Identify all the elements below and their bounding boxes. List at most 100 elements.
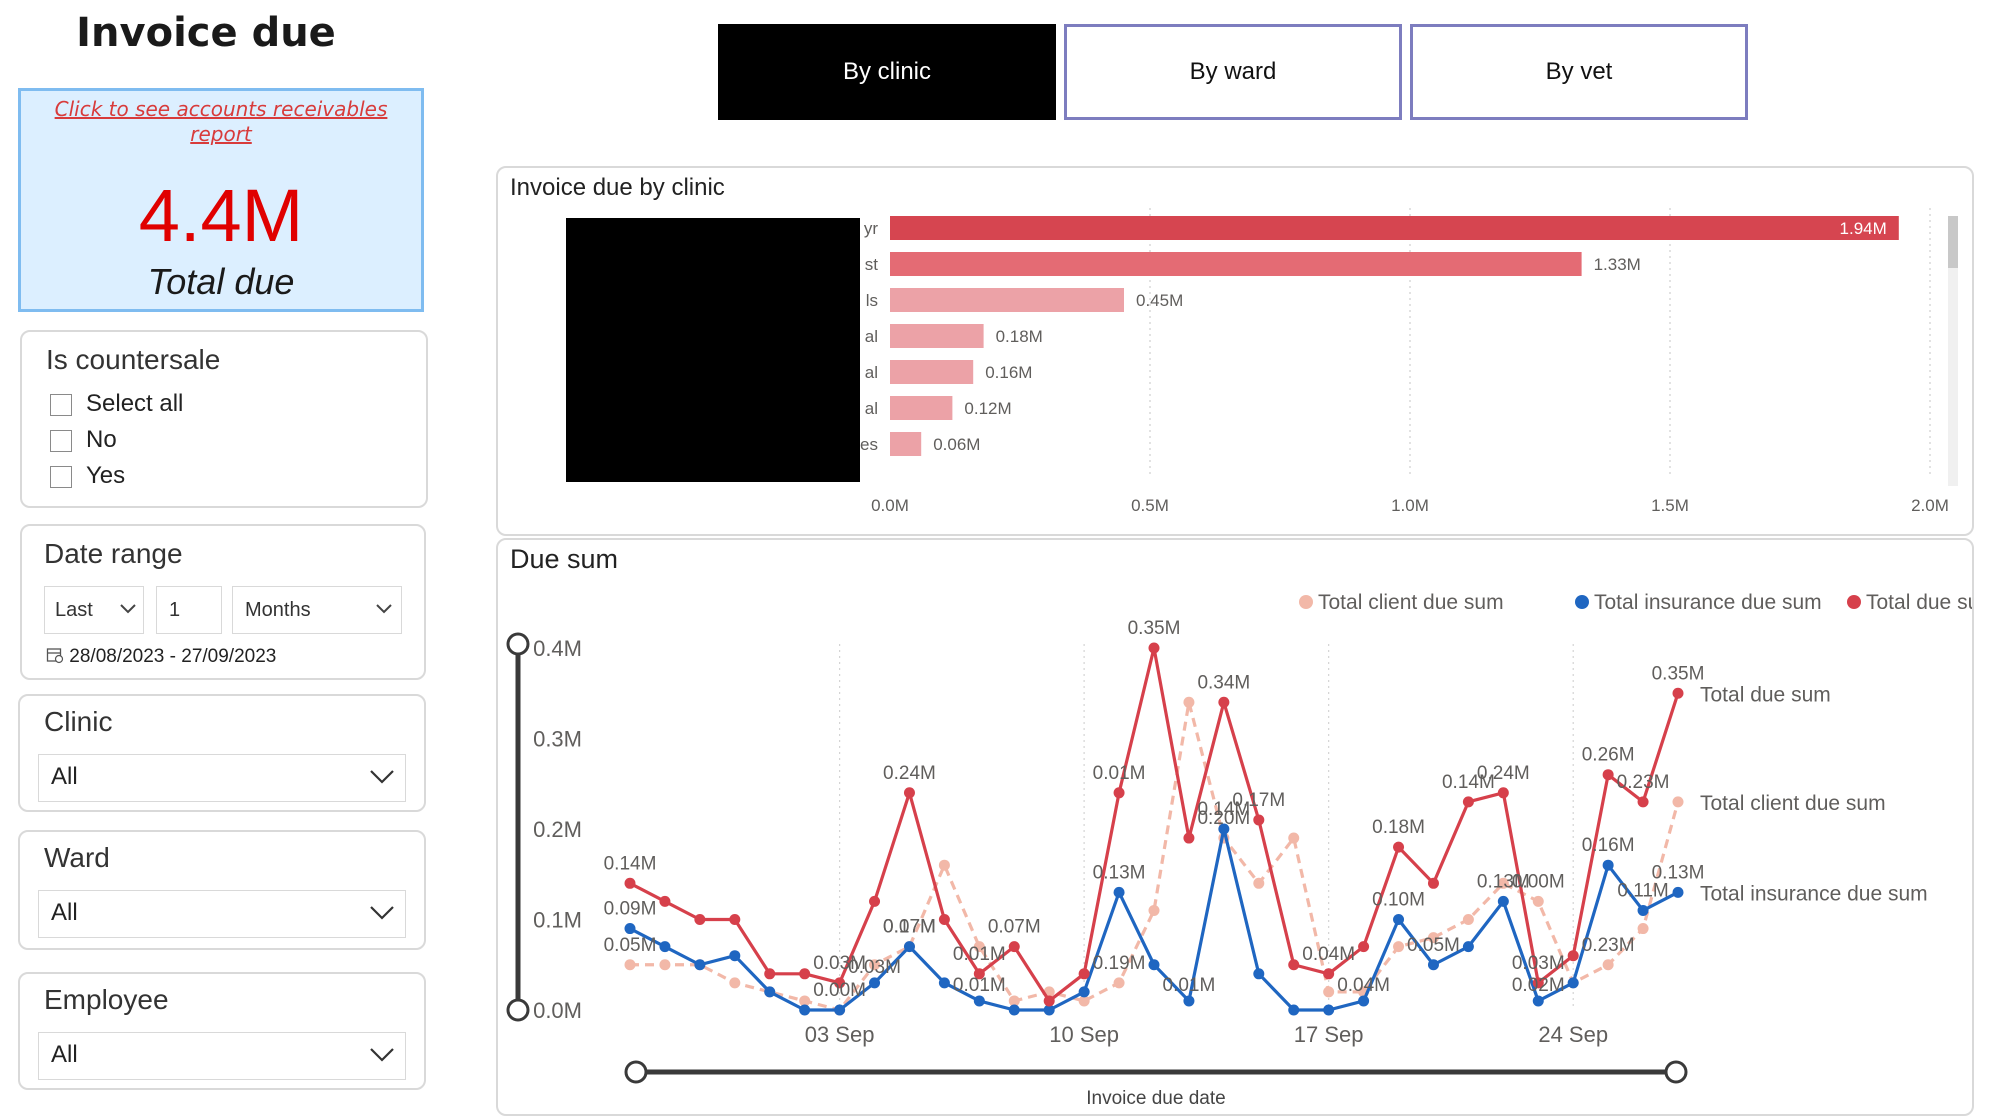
x-tick-label: 0.0M: [871, 496, 909, 515]
point-data-label: 0.14M: [604, 853, 657, 874]
date-mode-value: Last: [55, 599, 93, 621]
series-end-label: Total client due sum: [1700, 792, 1886, 815]
y-tick-label: 0.2M: [533, 817, 582, 842]
data-point: [1323, 986, 1335, 998]
date-unit-dropdown[interactable]: Months: [232, 586, 402, 634]
date-unit-value: Months: [245, 599, 311, 621]
point-data-label: 0.04M: [1337, 975, 1390, 996]
data-point: [1532, 895, 1544, 907]
data-point: [1672, 886, 1684, 898]
tab-by-ward[interactable]: By ward: [1064, 24, 1402, 120]
countersale-title: Is countersale: [46, 344, 221, 375]
data-point: [1567, 977, 1579, 989]
point-data-label: 0.13M: [1477, 871, 1530, 892]
bar: [890, 252, 1582, 276]
category-label: es: [860, 435, 878, 454]
y-range-slider-handle-top: [506, 632, 530, 656]
data-point: [903, 941, 915, 953]
bar: [890, 288, 1124, 312]
point-data-label: 0.05M: [604, 935, 657, 956]
date-count-input[interactable]: 1: [156, 586, 222, 634]
x-range-slider-handle-left: [624, 1060, 648, 1084]
clinic-slicer: Clinic All: [18, 694, 426, 812]
point-data-label: 0.03M: [813, 953, 866, 974]
y-tick-label: 0.0M: [533, 998, 582, 1023]
point-data-label: 0.26M: [1582, 745, 1635, 766]
data-point: [729, 950, 741, 962]
x-range-slider-handle-right: [1664, 1060, 1688, 1084]
bar: [890, 216, 1899, 240]
option-yes[interactable]: Yes: [50, 462, 125, 490]
link-line-2[interactable]: report: [190, 122, 252, 146]
accounts-receivables-link[interactable]: Click to see accounts receivables report: [21, 97, 421, 147]
data-point: [938, 859, 950, 871]
category-label: yr: [864, 219, 879, 238]
data-point: [973, 968, 985, 980]
option-no[interactable]: No: [50, 426, 117, 454]
tab-by-vet[interactable]: By vet: [1410, 24, 1748, 120]
scrollbar-track: [1948, 216, 1958, 486]
total-due-card[interactable]: Click to see accounts receivables report…: [18, 88, 424, 312]
x-axis-title: Invoice due date: [1086, 1088, 1225, 1109]
data-point: [1078, 986, 1090, 998]
point-data-label: 0.13M: [1093, 862, 1146, 883]
point-data-label: 0.09M: [604, 899, 657, 920]
data-point: [1602, 959, 1614, 971]
data-point: [1078, 968, 1090, 980]
line-chart-title: Due sum: [510, 544, 619, 574]
legend-marker: [1299, 595, 1313, 609]
data-point: [1183, 696, 1195, 708]
link-line-1[interactable]: Click to see accounts receivables: [54, 97, 388, 121]
data-point: [973, 941, 985, 953]
bar: [890, 396, 953, 420]
data-point: [1183, 995, 1195, 1007]
data-point: [1602, 769, 1614, 781]
data-point: [1672, 796, 1684, 808]
data-point: [729, 977, 741, 989]
checkbox-no[interactable]: [50, 429, 72, 452]
tab-by-clinic[interactable]: By clinic: [718, 24, 1056, 120]
checkbox-yes[interactable]: [50, 465, 72, 488]
point-data-label: 0.11M: [1617, 880, 1668, 901]
data-point: [1393, 914, 1405, 925]
x-tick-label: 03 Sep: [805, 1022, 875, 1047]
point-data-label: 0.10M: [1372, 890, 1425, 911]
clinic-value: All: [51, 763, 78, 790]
data-point: [834, 977, 846, 989]
point-data-label: 0.01M: [1163, 975, 1216, 996]
scrollbar-thumb: [1948, 216, 1958, 268]
category-label: st: [865, 255, 879, 274]
data-label: 0.06M: [933, 435, 980, 454]
data-point: [938, 977, 950, 989]
x-tick-label: 2.0M: [1911, 496, 1949, 515]
data-point: [1113, 886, 1125, 898]
point-data-label: 0.01M: [953, 944, 1006, 965]
point-data-label: 0.07M: [988, 917, 1041, 938]
point-data-label: 0.04M: [1302, 944, 1355, 965]
point-data-label: 0.16M: [1582, 835, 1635, 856]
employee-dropdown[interactable]: All: [38, 1032, 406, 1080]
data-label: 1.33M: [1594, 255, 1641, 274]
data-point: [869, 977, 881, 989]
countersale-slicer: Is countersale Select all No Yes: [20, 330, 428, 508]
data-point: [1148, 642, 1160, 654]
point-data-label: 0.24M: [1477, 763, 1530, 784]
data-point: [869, 895, 881, 907]
clinic-dropdown[interactable]: All: [38, 754, 406, 802]
bar: [890, 360, 974, 384]
point-data-label: 0.02M: [1512, 975, 1565, 996]
data-point: [1008, 1004, 1020, 1016]
data-point: [1427, 877, 1439, 889]
date-range-text: 28/08/2023 - 27/09/2023: [69, 646, 277, 667]
data-point: [1323, 968, 1335, 980]
x-tick-label: 10 Sep: [1049, 1022, 1119, 1047]
data-label: 0.12M: [964, 399, 1011, 418]
ward-dropdown[interactable]: All: [38, 890, 406, 938]
data-point: [1393, 841, 1405, 853]
checkbox-select-all[interactable]: [50, 393, 72, 416]
option-select-all[interactable]: Select all: [50, 390, 183, 418]
x-tick-label: 17 Sep: [1294, 1022, 1364, 1047]
data-point: [1637, 923, 1649, 935]
date-range-text-row: 28/08/2023 - 27/09/2023: [46, 646, 276, 668]
date-mode-dropdown[interactable]: Last: [44, 586, 144, 634]
